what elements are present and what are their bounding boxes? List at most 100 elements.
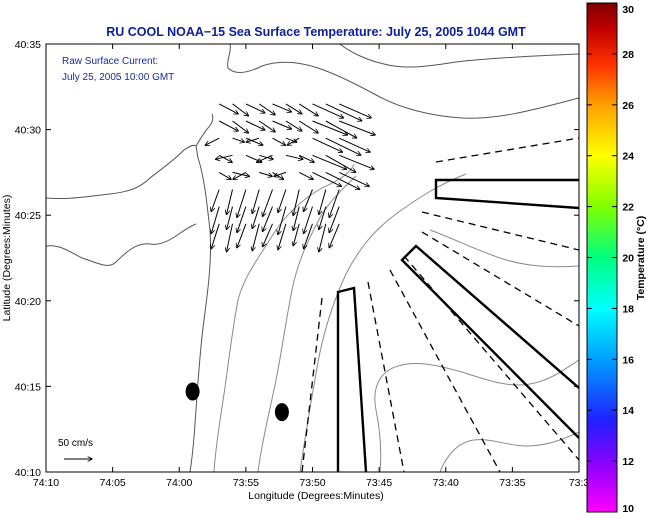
current-vector [329, 206, 340, 233]
current-vector [325, 120, 357, 138]
current-vector [325, 154, 356, 172]
current-vector [285, 120, 302, 131]
current-vector [218, 171, 231, 179]
colorbar-ticks: 10 12 14 16 18 20 22 24 26 28 30 [587, 2, 634, 515]
current-vector [285, 103, 302, 114]
y-tick-label: 40:25 [15, 210, 41, 222]
current-vector [233, 171, 247, 179]
x-axis-label: Longitude (Degrees:Minutes) [248, 490, 383, 502]
current-vector [263, 223, 273, 247]
x-axis: 74:10 74:05 74:00 73:55 73:50 73:45 73:40 73:35… [33, 44, 590, 489]
current-vector [237, 223, 247, 248]
cb-tick-label: 14 [622, 405, 634, 417]
current-vector [232, 137, 245, 142]
current-vector [252, 206, 260, 229]
x-tick-label: 74:00 [166, 477, 192, 489]
current-vector [237, 206, 247, 233]
current-vector [278, 206, 287, 235]
current-vector [293, 189, 300, 216]
current-vector [263, 189, 273, 217]
current-vector [218, 120, 238, 131]
x-tick-label: 73:45 [366, 477, 392, 489]
contour-4 [374, 359, 579, 472]
sandy-hook [195, 113, 214, 147]
current-vector [298, 171, 313, 179]
current-vector [293, 223, 300, 246]
current-vector [312, 103, 344, 118]
current-vector [232, 171, 250, 176]
x-tick-label: 73:40 [433, 477, 459, 489]
cb-tick-label: 28 [622, 49, 634, 61]
current-vector [218, 154, 232, 162]
survey-boxes [336, 178, 579, 472]
current-vector [338, 137, 370, 152]
contour-2 [257, 175, 357, 472]
plot-area [46, 44, 579, 472]
current-vector [287, 137, 300, 145]
current-vector [325, 171, 360, 189]
current-vector [339, 154, 374, 169]
cb-tick-label: 26 [622, 100, 634, 112]
coastline [46, 144, 212, 472]
current-vector [319, 206, 327, 230]
current-vector [252, 189, 260, 214]
current-vector [227, 189, 233, 215]
current-vector [218, 103, 238, 114]
dashed-lines [301, 137, 579, 472]
inlet [46, 223, 197, 266]
cb-tick-label: 18 [622, 303, 634, 315]
y-tick-label: 40:35 [15, 39, 41, 51]
annotation-line1: Raw Surface Current: [62, 56, 158, 67]
cb-tick-label: 22 [622, 202, 634, 214]
current-vector [259, 154, 273, 159]
contour-6 [429, 229, 579, 268]
current-vector [258, 103, 275, 115]
cb-tick-label: 20 [622, 253, 634, 265]
current-vector [232, 103, 249, 116]
current-vector [278, 189, 287, 213]
y-axis-label: Latitude (Degrees:Minutes) [1, 195, 13, 322]
current-vector [272, 120, 292, 129]
cb-tick-label: 12 [622, 456, 634, 468]
x-tick-label: 73:3 [569, 477, 590, 489]
current-vector [325, 103, 362, 121]
current-vector [211, 206, 220, 234]
current-vector [227, 223, 233, 252]
y-tick-label: 40:15 [15, 381, 41, 393]
current-vector [211, 223, 220, 249]
cb-tick-label: 10 [622, 503, 634, 515]
current-vector [304, 206, 313, 234]
station-marker [274, 403, 289, 422]
contour-1 [213, 163, 355, 472]
current-vector [298, 154, 314, 162]
current-vector [216, 154, 233, 159]
current-vector [258, 120, 275, 132]
current-vector [246, 137, 260, 142]
station-marker [185, 382, 200, 401]
current-vector [338, 103, 371, 118]
current-vector [259, 171, 272, 176]
y-tick-label: 40:10 [15, 467, 41, 479]
current-vector [272, 103, 292, 112]
chart-title: RU COOL NOAA−15 Sea Surface Temperature:… [106, 25, 526, 39]
current-vector [211, 189, 220, 212]
current-vector [329, 223, 340, 248]
current-vector [312, 120, 348, 135]
long-island-inner [339, 44, 579, 68]
current-vector [205, 137, 220, 145]
current-vector [232, 120, 249, 133]
contour-5 [439, 431, 579, 472]
x-tick-label: 73:55 [233, 477, 259, 489]
current-vector [304, 223, 313, 249]
cb-tick-label: 30 [622, 4, 634, 16]
current-vector [338, 171, 369, 186]
current-vector [304, 189, 313, 212]
current-vector [237, 189, 247, 218]
current-vector [278, 223, 287, 250]
scale-label: 50 cm/s [58, 438, 93, 449]
x-tick-label: 74:10 [33, 477, 59, 489]
current-vector [298, 120, 318, 133]
current-vector [312, 154, 347, 169]
current-vector [312, 137, 343, 152]
